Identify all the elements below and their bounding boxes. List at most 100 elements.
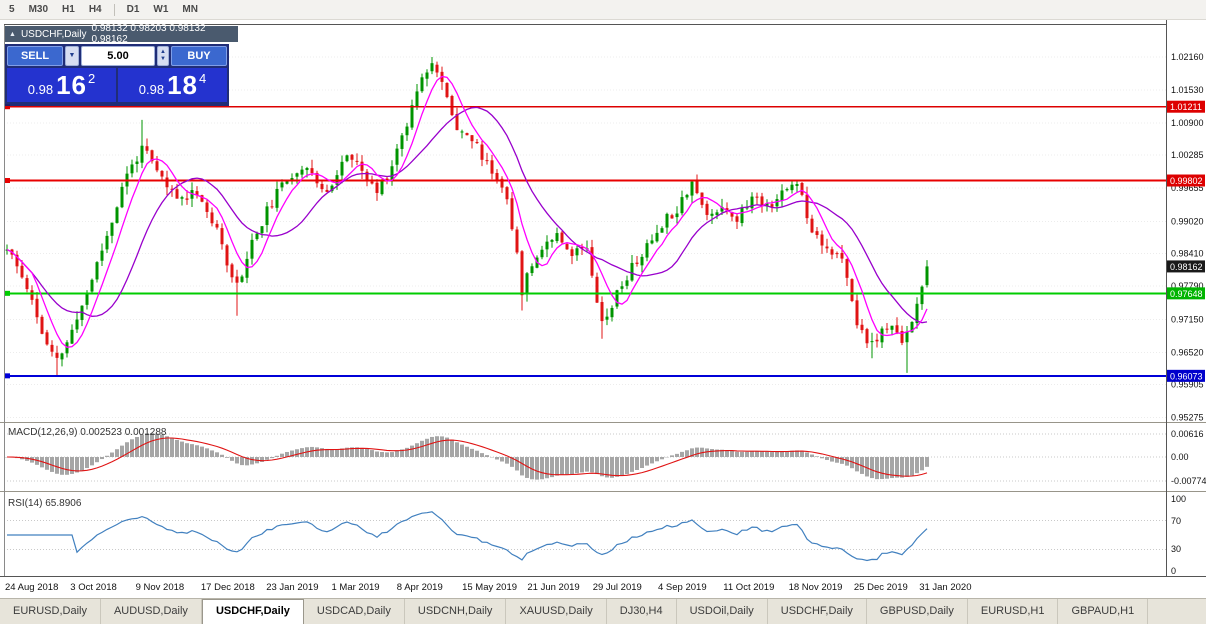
macd-bar: [575, 457, 579, 474]
price-chart[interactable]: MACD(12,26,9) 0.002523 0.001288 RSI(14) 6…: [0, 20, 1206, 598]
candle: [15, 250, 19, 274]
sell-price-display[interactable]: 0.98 16 2: [7, 68, 116, 102]
candle: [925, 260, 929, 288]
hline-handle[interactable]: [5, 104, 10, 110]
macd-bar: [685, 450, 689, 457]
macd-bar: [125, 442, 129, 457]
macd-bar: [710, 449, 714, 457]
chart-tab-usdoil-daily[interactable]: USDOil,Daily: [677, 599, 768, 624]
timeframe-button-m30[interactable]: M30: [28, 4, 49, 15]
timeframe-button-w1[interactable]: W1: [153, 4, 169, 15]
chart-region[interactable]: MACD(12,26,9) 0.002523 0.001288 RSI(14) 6…: [0, 20, 1206, 598]
candle: [705, 200, 709, 221]
macd-bar: [355, 447, 359, 457]
macd-bar: [455, 442, 459, 457]
rsi-line: [7, 511, 928, 562]
price-badge: [1167, 287, 1205, 300]
chart-tab-usdcad-daily[interactable]: USDCAD,Daily: [304, 599, 405, 624]
candles: [5, 57, 929, 376]
chart-tab-usdchf-daily[interactable]: USDCHF,Daily: [201, 599, 304, 624]
candle: [815, 226, 819, 239]
macd-bar: [465, 446, 469, 457]
lot-dropdown-button[interactable]: ▼: [65, 46, 79, 66]
candle: [595, 272, 599, 303]
chart-tab-gbpaud-h1[interactable]: GBPAUD,H1: [1058, 599, 1149, 624]
candle: [440, 66, 444, 90]
macd-bar: [910, 457, 914, 476]
macd-bar: [405, 447, 409, 457]
candle: [340, 155, 344, 184]
macd-label: MACD(12,26,9) 0.002523 0.001288: [8, 427, 167, 438]
lot-spinner[interactable]: ▲ ▼: [157, 46, 169, 66]
chart-tab-gbpusd-daily[interactable]: GBPUSD,Daily: [867, 599, 968, 624]
candle: [180, 195, 184, 206]
candle: [410, 99, 414, 130]
sell-button[interactable]: SELL: [7, 46, 63, 66]
hline-handle[interactable]: [5, 373, 10, 379]
candle: [435, 61, 439, 78]
timeframe-button-h4[interactable]: H4: [88, 4, 102, 15]
timeframe-button-5[interactable]: 5: [9, 4, 15, 15]
chart-tab-eurusd-h1[interactable]: EURUSD,H1: [968, 599, 1059, 624]
candle: [275, 181, 279, 212]
candle: [325, 184, 329, 193]
macd-bar: [515, 457, 519, 471]
macd-bar: [170, 437, 174, 457]
chart-title-bar[interactable]: ▲ USDCHF,Daily 0.98132 0.98203 0.98132 0…: [5, 23, 238, 45]
candle: [870, 332, 874, 359]
candle: [675, 206, 679, 224]
candle: [215, 220, 219, 230]
buy-button[interactable]: BUY: [171, 46, 227, 66]
candle: [840, 244, 844, 263]
macd-bar: [775, 451, 779, 457]
price-tick-label: 0.97150: [1171, 314, 1204, 324]
candle: [545, 235, 549, 258]
candle: [405, 122, 409, 141]
candle: [40, 314, 44, 335]
candle: [515, 226, 519, 255]
macd-bar: [380, 451, 384, 457]
macd-bar: [810, 454, 814, 457]
macd-bar: [185, 443, 189, 457]
candle: [290, 173, 294, 185]
timeframe-button-h1[interactable]: H1: [62, 4, 75, 15]
candle: [205, 198, 209, 219]
macd-bar: [400, 449, 404, 457]
timeframe-button-mn[interactable]: MN: [182, 4, 198, 15]
rsi-tick-label: 30: [1171, 544, 1181, 554]
macd-bar: [780, 451, 784, 457]
macd-bar: [470, 448, 474, 457]
hline-handle[interactable]: [5, 290, 10, 296]
date-label: 21 Jun 2019: [527, 582, 579, 593]
price-badge-label: 0.97648: [1170, 289, 1203, 299]
chart-tab-usdcnh-daily[interactable]: USDCNH,Daily: [405, 599, 507, 624]
hline-handle[interactable]: [5, 178, 10, 184]
candle: [850, 278, 854, 303]
price-tick-label: 0.99020: [1171, 216, 1204, 226]
price-axis[interactable]: 1.02160 1.01530 1.00900 1.00285 0.99655 0.990…: [1167, 52, 1206, 576]
candle: [790, 181, 794, 194]
macd-bar: [925, 457, 929, 467]
lot-size-input[interactable]: [81, 46, 155, 66]
chart-tab-audusd-daily[interactable]: AUDUSD,Daily: [101, 599, 202, 624]
ma-fast-line: [6, 75, 928, 348]
chart-tab-usdchf-daily[interactable]: USDCHF,Daily: [768, 599, 867, 624]
candle: [230, 262, 234, 283]
chart-tab-dj30-h4[interactable]: DJ30,H4: [607, 599, 677, 624]
macd-bar: [590, 457, 594, 473]
buy-price-display[interactable]: 0.98 18 4: [118, 68, 227, 102]
macd-bar: [745, 451, 749, 457]
timeframe-button-d1[interactable]: D1: [126, 4, 140, 15]
candle: [140, 119, 144, 169]
candle: [210, 207, 214, 227]
chart-canvas[interactable]: MACD(12,26,9) 0.002523 0.001288 RSI(14) 6…: [0, 20, 1206, 598]
macd-bar: [105, 455, 109, 457]
macd-bar: [425, 438, 429, 457]
chart-tab-xauusd-daily[interactable]: XAUUSD,Daily: [506, 599, 607, 624]
candle: [520, 250, 524, 311]
chart-tab-eurusd-daily[interactable]: EURUSD,Daily: [0, 599, 101, 624]
macd-bar: [200, 446, 204, 457]
macd-bar: [870, 457, 874, 479]
date-axis[interactable]: 24 Aug 2018 3 Oct 2018 9 Nov 2018 17 Dec 20…: [5, 582, 971, 593]
candle: [455, 107, 459, 131]
